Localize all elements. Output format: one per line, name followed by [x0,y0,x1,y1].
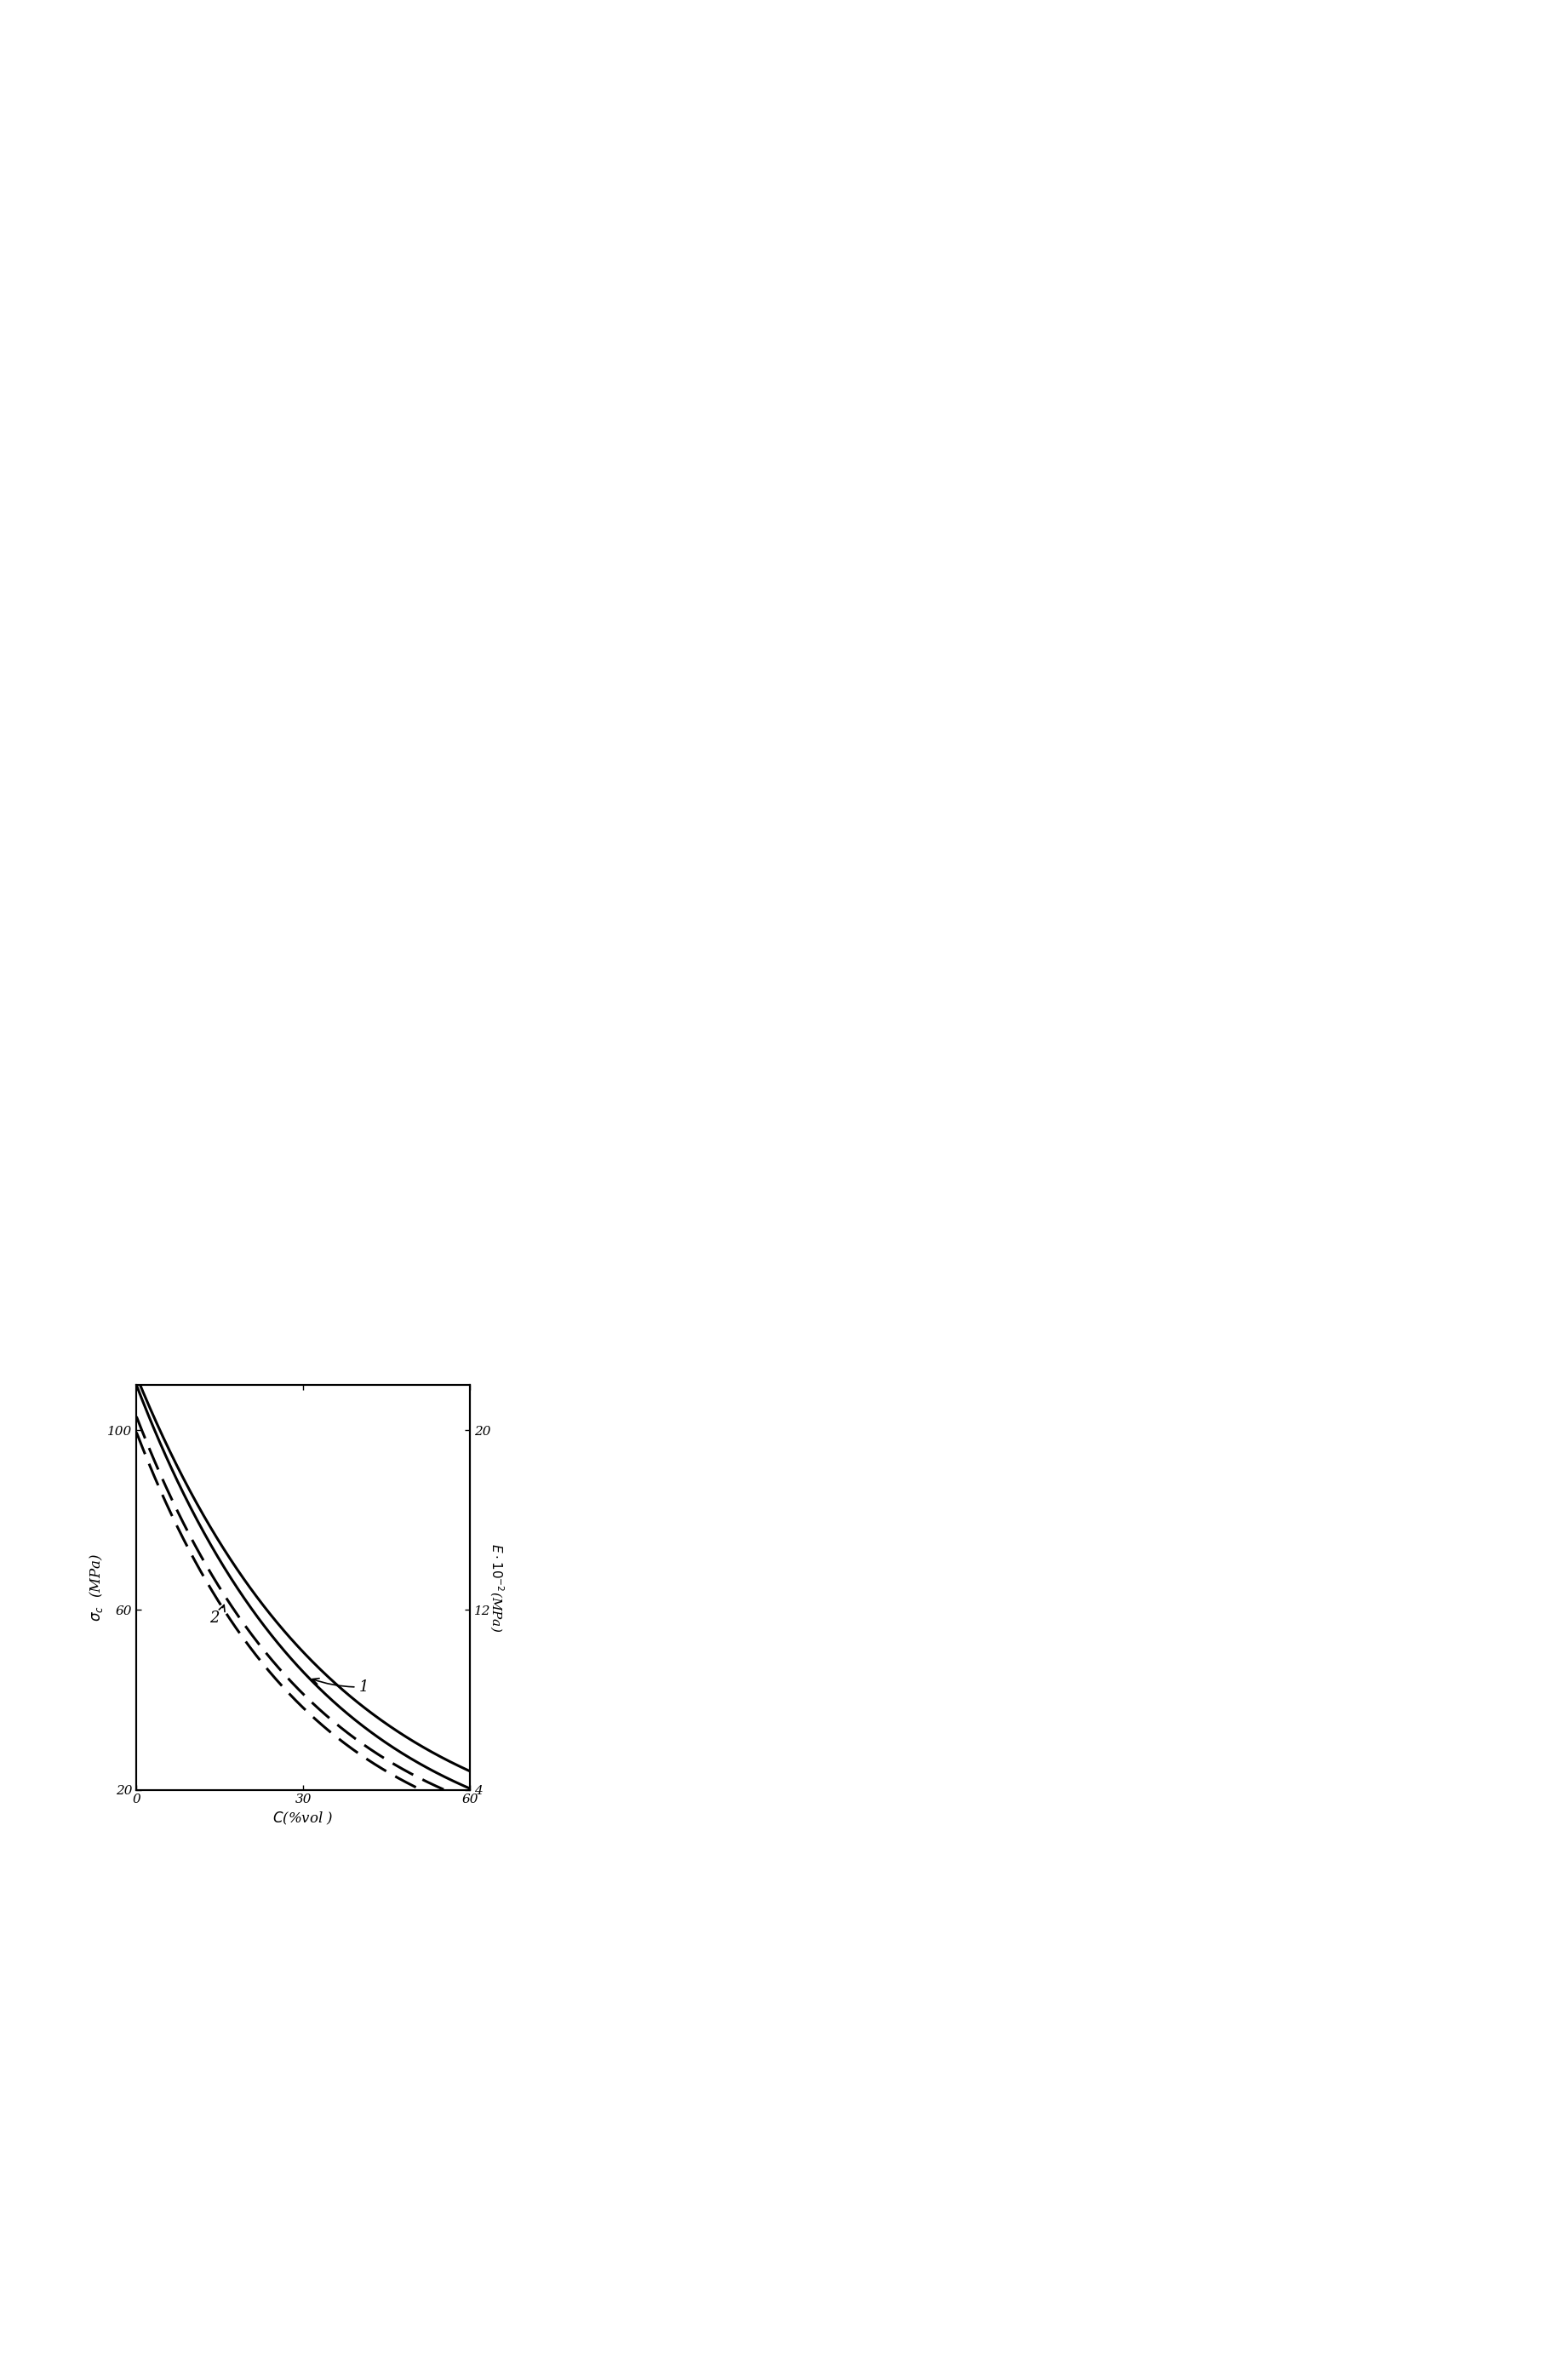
Y-axis label: $\mathit{E}\cdot10^{-2}$(MPa): $\mathit{E}\cdot10^{-2}$(MPa) [487,1542,506,1633]
Y-axis label: $\mathit{\sigma_c}$  (MPa): $\mathit{\sigma_c}$ (MPa) [88,1554,105,1621]
X-axis label: $\mathit{C}$(%vol ): $\mathit{C}$(%vol ) [273,1811,333,1828]
Text: 1: 1 [312,1678,369,1695]
Text: 2: 2 [209,1604,225,1626]
